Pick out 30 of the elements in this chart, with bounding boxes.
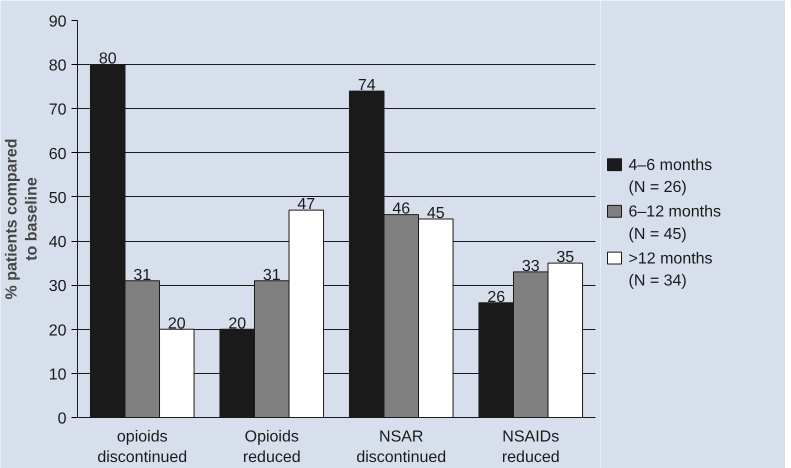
- y-axis-title: % patients compared to baseline: [3, 138, 41, 300]
- legend-label: 6–12 months (N = 45): [628, 204, 722, 243]
- legend-label: >12 months (N = 34): [628, 250, 713, 290]
- data-label: 74: [358, 77, 376, 94]
- data-label: 47: [297, 196, 316, 214]
- data-label: 80: [98, 50, 117, 68]
- data-label: 33: [522, 258, 540, 275]
- data-label: 35: [556, 249, 574, 266]
- legend-label: 4–6 months (N = 26): [628, 157, 712, 196]
- data-label: 31: [262, 266, 281, 284]
- y-tick-label: 60: [48, 146, 67, 163]
- y-tick-label: 20: [48, 322, 67, 340]
- y-tick-label: 50: [48, 190, 67, 207]
- data-label: 45: [426, 205, 445, 222]
- data-label: 20: [168, 315, 186, 332]
- y-tick-label: 40: [48, 234, 67, 252]
- data-label: 46: [392, 200, 410, 218]
- data-label: 26: [487, 288, 506, 306]
- x-tick-label: NSAR discontinued: [356, 428, 446, 466]
- y-tick-label: 70: [48, 102, 67, 119]
- x-tick-label: Opioids reduced: [242, 428, 301, 466]
- y-tick-label: 10: [48, 366, 67, 384]
- y-tick-label: 80: [48, 58, 67, 75]
- y-tick-label: 0: [58, 410, 67, 428]
- data-label: 20: [228, 315, 246, 332]
- x-tick-label: NSAIDs reduced: [502, 428, 560, 466]
- x-tick-label: opioids discontinued: [97, 428, 188, 466]
- y-tick-label: 30: [48, 278, 67, 296]
- data-label: 31: [133, 266, 152, 284]
- y-tick-label: 90: [48, 14, 67, 30]
